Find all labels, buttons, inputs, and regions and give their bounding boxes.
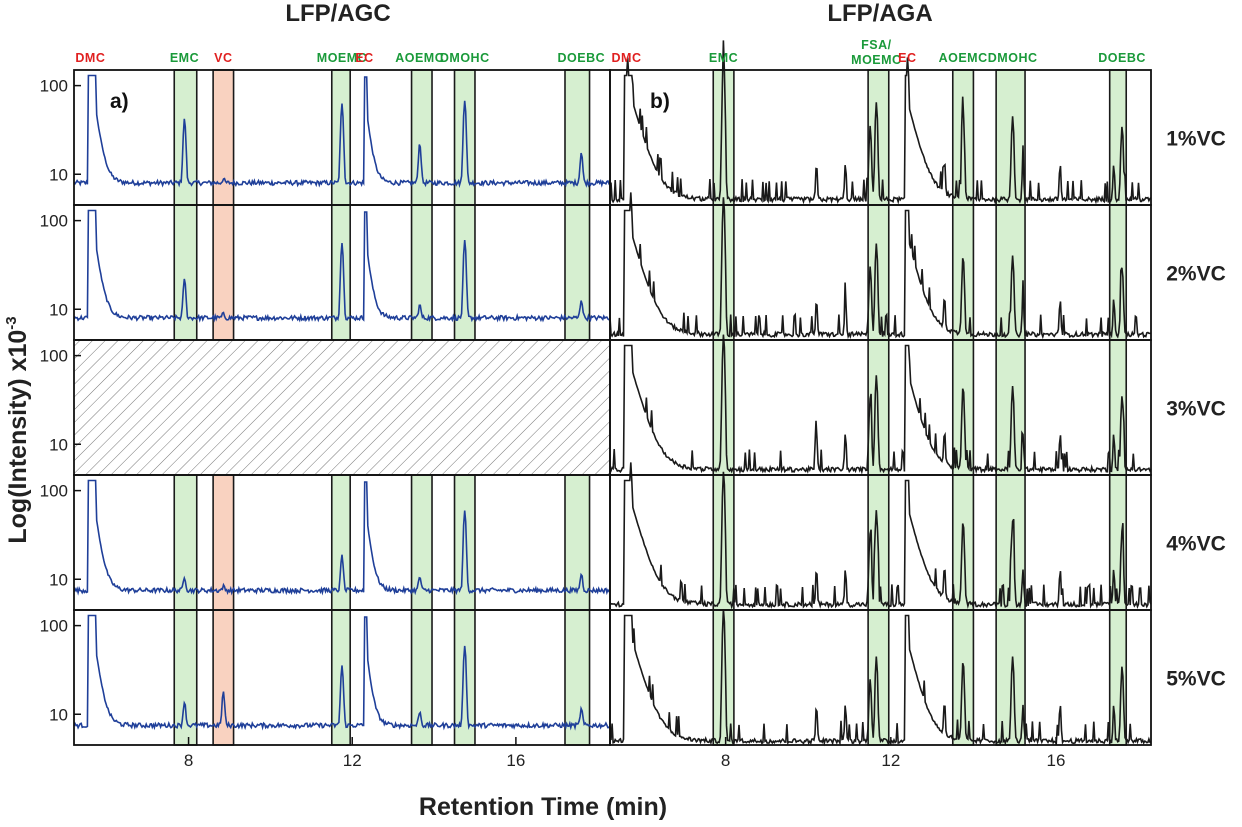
trace-b-1pctvc: [609, 40, 1152, 205]
band-emc: [712, 69, 735, 746]
missing-trace-hatch: [74, 340, 610, 475]
panel-a-title: LFP/AGC: [285, 0, 390, 27]
compound-label: EMC: [709, 51, 738, 65]
compound-label: EC: [898, 51, 916, 65]
row-label-1: 1%VC: [1166, 128, 1226, 151]
x-ticks: 8 12 16 8 12 16: [184, 737, 1066, 770]
y-tick-label: 100: [40, 617, 68, 636]
compound-label: MOEMC: [851, 53, 901, 67]
y-tick-label: 100: [40, 347, 68, 366]
panel-frames: [73, 69, 1152, 746]
y-tick-label: 10: [49, 435, 68, 454]
y-tick-label: 10: [49, 165, 68, 184]
frame-b-row-5: [609, 609, 1152, 746]
compound-label: FSA/: [861, 38, 892, 52]
row-label-2: 2%VC: [1166, 263, 1226, 286]
trace-b-2pctvc: [609, 192, 1152, 340]
compound-label: AOEMC: [939, 51, 988, 65]
y-axis-title-superscript: -3: [3, 316, 20, 329]
y-tick-label: 10: [49, 705, 68, 724]
y-tick-label: 100: [40, 212, 68, 231]
compound-label: DOEBC: [1098, 51, 1146, 65]
band-aoemc: [951, 69, 975, 746]
trace-a-4pctvc: [73, 479, 611, 596]
compound-label: DMC: [75, 51, 105, 65]
compound-label: EC: [355, 51, 373, 65]
x-tick-label: 12: [881, 751, 900, 770]
y-ticks: 10 100 10 100 10 100 10 100 10 100: [40, 77, 81, 724]
x-tick-label: 16: [1047, 751, 1066, 770]
compound-label: AOEMC: [395, 51, 444, 65]
compound-label: DMOHC: [988, 51, 1038, 65]
x-tick-label: 12: [343, 751, 362, 770]
trace-a-1pctvc: [73, 74, 611, 189]
y-tick-label: 100: [40, 482, 68, 501]
compound-label: DMOHC: [440, 51, 490, 65]
compound-label: DOEBC: [558, 51, 606, 65]
y-tick-label: 100: [40, 77, 68, 96]
panel-a-label: a): [110, 90, 129, 113]
trace-b-5pctvc: [609, 609, 1152, 747]
compound-label: MOEMC: [317, 51, 367, 65]
x-tick-label: 8: [184, 751, 193, 770]
compound-label: DMC: [612, 51, 642, 65]
trace-b-3pctvc: [609, 334, 1152, 475]
trace-a-2pctvc: [73, 209, 611, 323]
row-label-4: 4%VC: [1166, 533, 1226, 556]
panel-b-label: b): [650, 90, 670, 113]
y-tick-label: 10: [49, 570, 68, 589]
y-axis-title-main: Log(Intensity) x10: [4, 330, 32, 544]
x-axis-title: Retention Time (min): [419, 793, 667, 821]
row-label-5: 5%VC: [1166, 668, 1226, 691]
compound-label: VC: [214, 51, 232, 65]
y-tick-label: 10: [49, 300, 68, 319]
compound-label: EMC: [170, 51, 199, 65]
y-axis-title-group: Log(Intensity) x10-3: [3, 316, 32, 543]
panel-b-compound-bands: [712, 69, 1128, 746]
row-label-3: 3%VC: [1166, 398, 1226, 421]
x-tick-label: 8: [721, 751, 730, 770]
x-tick-label: 16: [506, 751, 525, 770]
trace-a-5pctvc: [73, 614, 611, 731]
row-labels: 1%VC 2%VC 3%VC 4%VC 5%VC: [1166, 128, 1226, 691]
panel-a-traces: [73, 74, 611, 731]
panel-b-title: LFP/AGA: [827, 0, 932, 27]
y-axis-title: Log(Intensity) x10-3: [3, 316, 32, 543]
panel-b-traces: [609, 40, 1152, 747]
trace-b-4pctvc: [609, 462, 1152, 610]
